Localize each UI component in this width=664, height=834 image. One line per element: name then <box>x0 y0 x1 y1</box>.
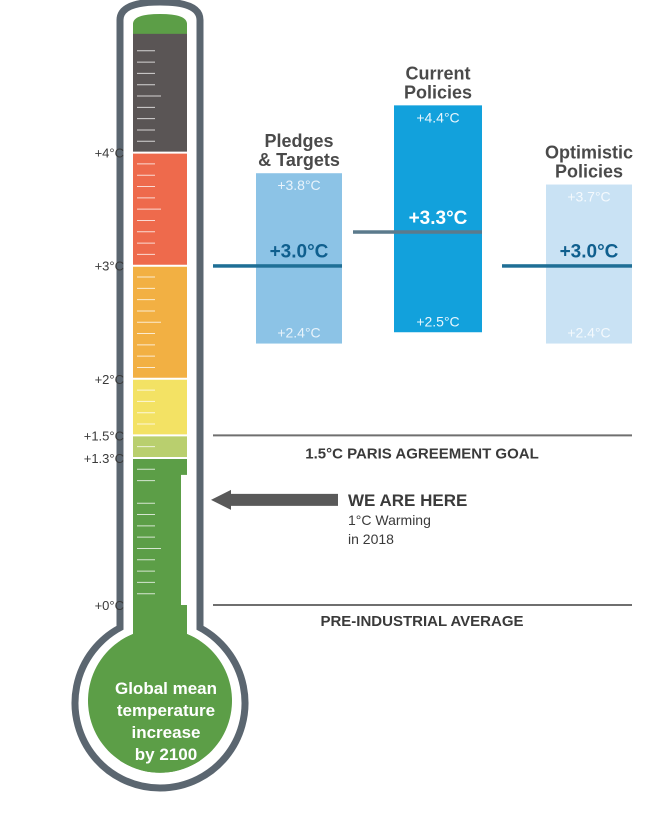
scenario-mid-label: +3.0°C <box>560 242 619 263</box>
scenario-mid-label: +3.0°C <box>270 242 329 263</box>
bulb-label: Global mean temperature increase by 2100 <box>115 679 217 764</box>
bulb-text-line-4: by 2100 <box>135 745 197 764</box>
scenario-median-line <box>353 230 482 234</box>
scenario-range-bar <box>546 184 632 344</box>
thermometer-zone-lightgreen <box>120 435 200 458</box>
temperature-tick-label: +1.3°C <box>84 451 124 466</box>
scenario-title-line: Policies <box>555 162 623 182</box>
scenario-mid-label: +3.3°C <box>409 208 468 229</box>
scenario-title-line: Policies <box>404 82 472 102</box>
left-arrow-icon <box>211 489 338 510</box>
scenario-range-bar <box>394 105 482 333</box>
scenario-title-line: & Targets <box>258 150 340 170</box>
thermometer-zone-yellow <box>120 378 200 436</box>
scenario-low-label: +2.4°C <box>277 325 320 341</box>
we-are-here-subtitle-2: in 2018 <box>348 531 394 547</box>
mercury-column <box>181 474 189 605</box>
scenario-high-label: +3.7°C <box>567 189 610 205</box>
we-are-here-subtitle-1: 1°C Warming <box>348 512 431 528</box>
temperature-tick-label: +4°C <box>95 146 124 161</box>
preindustrial-label: PRE-INDUSTRIAL AVERAGE <box>320 613 523 630</box>
temperature-tick-label: +3°C <box>95 259 124 274</box>
bulb-text-line-3: increase <box>132 723 201 742</box>
scenario-bars: +3.0°C +3.8°C +2.4°C Pledges& Targets +3.3°C… <box>213 63 633 344</box>
we-are-here-marker: WE ARE HERE 1°C Warming in 2018 <box>211 489 467 547</box>
scenario-high-label: +3.8°C <box>277 177 320 193</box>
we-are-here-title: WE ARE HERE <box>348 491 467 510</box>
scenario-low-label: +2.5°C <box>416 313 459 329</box>
thermometer: Global mean temperature increase by 2100 <box>71 0 249 792</box>
scale-ticks <box>137 50 161 595</box>
paris-goal: 1.5°C PARIS AGREEMENT GOAL <box>213 434 632 462</box>
temperature-tick-label: +1.5°C <box>84 428 124 443</box>
scenario-low-label: +2.4°C <box>567 325 610 341</box>
temperature-axis-labels: +4°C +3°C +2°C +1.5°C +1.3°C +0°C <box>84 146 124 613</box>
thermometer-inner-border <box>80 6 240 781</box>
scenario-title-line: Pledges <box>264 131 333 151</box>
scenario-median-line <box>502 264 632 268</box>
thermometer-zone-dark <box>120 33 200 153</box>
scenario-title-line: Optimistic <box>545 143 633 163</box>
bulb-text-line-2: temperature <box>117 701 215 720</box>
scenario-range-bar <box>256 173 342 344</box>
preindustrial-average: PRE-INDUSTRIAL AVERAGE <box>213 604 632 630</box>
scenario-1: +3.0°C +3.8°C +2.4°C Pledges& Targets <box>213 131 342 344</box>
temperature-tick-label: +0°C <box>95 598 124 613</box>
temperature-tick-label: +2°C <box>95 372 124 387</box>
scenario-title-line: Current <box>405 63 470 83</box>
scenario-median-line <box>213 264 342 268</box>
scenario-high-label: +4.4°C <box>416 109 459 125</box>
bulb-text-line-1: Global mean <box>115 679 217 698</box>
paris-goal-label: 1.5°C PARIS AGREEMENT GOAL <box>305 445 539 462</box>
